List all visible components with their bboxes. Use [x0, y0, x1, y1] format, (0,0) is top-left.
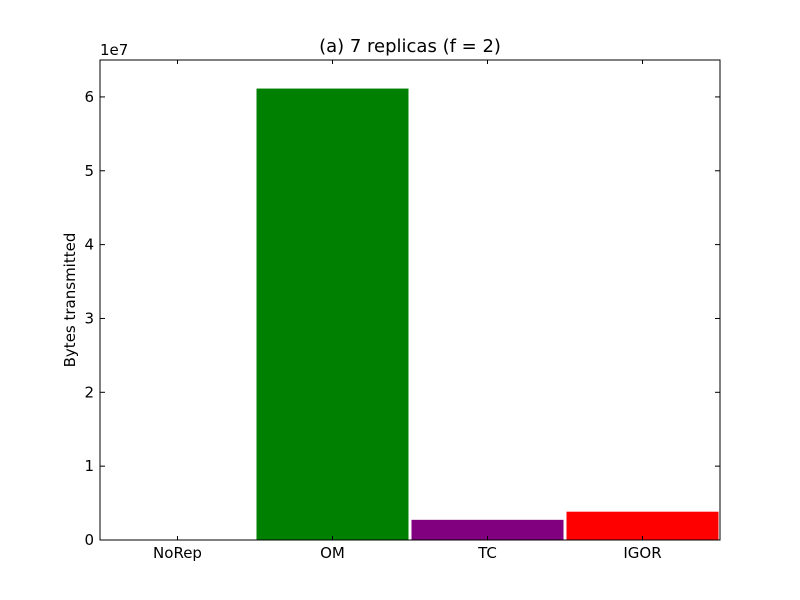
bar-igor: [565, 510, 720, 541]
chart-title: (a) 7 replicas (f = 2): [319, 36, 501, 57]
bar-om: [255, 87, 410, 541]
y-tick-label: 2: [84, 383, 94, 401]
bars-layer: [255, 87, 720, 541]
y-tick-label: 6: [84, 88, 94, 106]
y-tick-label: 3: [84, 309, 94, 327]
y-tick-label: 1: [84, 457, 94, 475]
y-tick-label: 4: [84, 236, 94, 254]
x-tick-label-tc: TC: [477, 544, 497, 562]
y-axis-label: Bytes transmitted: [61, 233, 79, 368]
y-axis-offset-label: 1e7: [100, 41, 128, 59]
x-tick-label-om: OM: [320, 544, 345, 562]
plot-frame: [99, 59, 721, 541]
x-tick-label-igor: IGOR: [623, 544, 661, 562]
axes-layer: [99, 59, 721, 541]
x-tick-label-norep: NoRep: [153, 544, 202, 562]
y-tick-label: 0: [84, 531, 94, 549]
ticks-layer: NoRep OM TC IGOR 0 1 2 3 4 5 6: [84, 60, 720, 562]
y-tick-label: 5: [84, 162, 94, 180]
